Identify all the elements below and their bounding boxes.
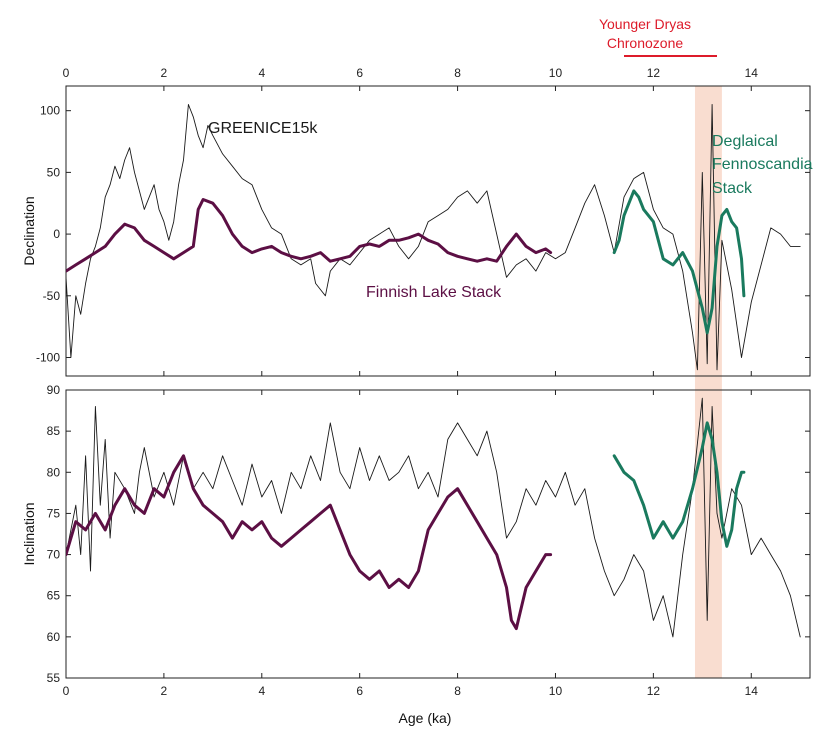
inclination-y-tick-label: 85 bbox=[47, 424, 61, 438]
declination-y-tick-label: -100 bbox=[36, 350, 60, 364]
x-tick-label-top: 4 bbox=[258, 66, 265, 80]
inclination-axis-label: Inclination bbox=[21, 502, 37, 565]
declination-y-tick-label: -50 bbox=[43, 289, 61, 303]
inclination-y-tick-label: 90 bbox=[47, 383, 61, 397]
x-tick-label-bottom: 12 bbox=[647, 684, 661, 698]
inclination-y-tick-label: 70 bbox=[47, 548, 61, 562]
x-tick-label-bottom: 6 bbox=[356, 684, 363, 698]
x-tick-label-top: 0 bbox=[63, 66, 70, 80]
inclination-y-tick-label: 75 bbox=[47, 506, 61, 520]
series-layer bbox=[66, 104, 801, 638]
inclination-greenice15k-line bbox=[66, 397, 801, 638]
x-tick-label-bottom: 10 bbox=[549, 684, 563, 698]
inclination-y-tick-label: 80 bbox=[47, 465, 61, 479]
x-tick-label-top: 8 bbox=[454, 66, 461, 80]
x-axis-label: Age (ka) bbox=[399, 710, 452, 726]
inclination-deglaical-fennoscandia-stack-line bbox=[612, 421, 746, 548]
x-tick-label-bottom: 14 bbox=[745, 684, 759, 698]
x-tick-label-bottom: 2 bbox=[161, 684, 168, 698]
declination-y-tick-label: 100 bbox=[40, 104, 60, 118]
deglacial-label-line3: Stack bbox=[712, 180, 753, 197]
x-tick-label-top: 12 bbox=[647, 66, 661, 80]
x-tick-label-top: 14 bbox=[745, 66, 759, 80]
declination-axis-label: Declination bbox=[21, 196, 37, 265]
declination-deglaical-fennoscandia-stack-line bbox=[612, 189, 746, 335]
declination-panel-frame bbox=[65, 85, 811, 377]
inclination-y-tick-label: 55 bbox=[47, 671, 61, 685]
inclination-y-tick-label: 60 bbox=[47, 630, 61, 644]
chronozone-label: Chronozone bbox=[607, 35, 683, 51]
x-tick-label-top: 6 bbox=[356, 66, 363, 80]
x-tick-label-bottom: 8 bbox=[454, 684, 461, 698]
tick-layer: 0 0 2 2 4 4 6 6 8 8 10 10 12 12 14 14 -100 -50 0 50 100 55 60 6… bbox=[36, 66, 810, 698]
deglacial-label-line2: Fennoscandia bbox=[712, 156, 813, 173]
declination-finnish-lake-stack-line bbox=[66, 198, 553, 273]
younger-dryas-band bbox=[694, 86, 722, 678]
inclination-finnish-lake-stack-line bbox=[66, 454, 553, 631]
inclination-panel-frame bbox=[65, 389, 811, 679]
younger-dryas-band-layer bbox=[694, 86, 722, 678]
younger-dryas-label: Younger Dryas bbox=[599, 16, 691, 32]
x-tick-label-bottom: 4 bbox=[258, 684, 265, 698]
declination-greenice15k-line bbox=[66, 104, 801, 371]
greenice-label: GREENICE15k bbox=[208, 120, 318, 137]
declination-y-tick-label: 50 bbox=[47, 165, 61, 179]
deglacial-label-line1: Deglaical bbox=[712, 133, 778, 150]
x-tick-label-bottom: 0 bbox=[63, 684, 70, 698]
declination-y-tick-label: 0 bbox=[53, 227, 60, 241]
finnish-lake-label: Finnish Lake Stack bbox=[366, 284, 502, 301]
x-tick-label-top: 2 bbox=[161, 66, 168, 80]
inclination-y-tick-label: 65 bbox=[47, 589, 61, 603]
x-tick-label-top: 10 bbox=[549, 66, 563, 80]
